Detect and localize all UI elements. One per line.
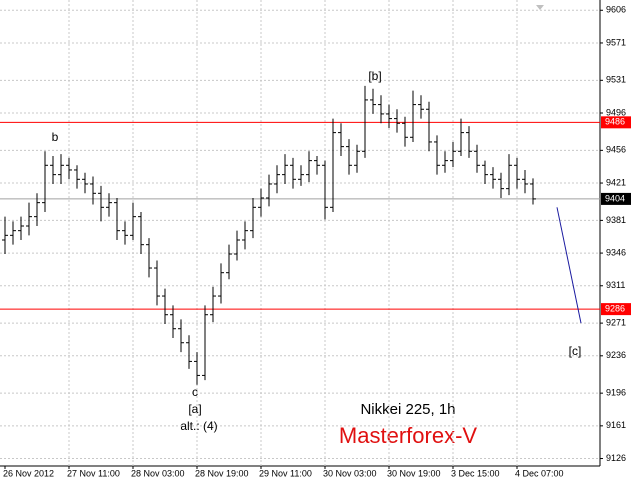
x-tick-label: 3 Dec 15:00 — [451, 468, 500, 478]
shift-marker — [536, 5, 544, 10]
y-tick-label: 9531 — [606, 75, 626, 85]
y-tick-label: 9126 — [606, 453, 626, 463]
annotation: alt.: (4) — [180, 419, 217, 433]
y-tick-label: 9346 — [606, 247, 626, 257]
y-tick-label: 9571 — [606, 37, 626, 47]
watermark: Masterforex-V — [339, 423, 477, 448]
x-tick-label: 26 Nov 2012 — [3, 468, 54, 478]
y-tick-label: 9311 — [606, 280, 625, 290]
y-tick-label: 9161 — [606, 420, 626, 430]
level-label: 9486 — [605, 117, 625, 127]
y-tick-label: 9606 — [606, 5, 626, 15]
annotation: c — [192, 385, 198, 399]
y-tick-label: 9381 — [606, 215, 626, 225]
projection-line — [556, 207, 582, 324]
y-tick-label: 9456 — [606, 145, 626, 155]
annotation: [c] — [569, 344, 582, 358]
chart-title: Nikkei 225, 1h — [360, 401, 455, 418]
level-label-box — [601, 192, 631, 205]
annotation: [b] — [368, 69, 381, 83]
x-tick-label: 28 Nov 19:00 — [195, 468, 249, 478]
y-tick-label: 9236 — [606, 350, 626, 360]
x-tick-label: 29 Nov 11:00 — [259, 468, 312, 478]
x-tick-label: 27 Nov 11:00 — [67, 468, 120, 478]
level-label-box — [601, 116, 631, 129]
x-tick-label: 4 Dec 07:00 — [515, 468, 564, 478]
x-tick-label: 30 Nov 19:00 — [387, 468, 441, 478]
annotation: b — [52, 130, 59, 144]
y-tick-label: 9271 — [606, 317, 626, 327]
x-tick-label: 30 Nov 03:00 — [323, 468, 377, 478]
y-tick-label: 9421 — [606, 177, 626, 187]
x-tick-label: 28 Nov 03:00 — [131, 468, 185, 478]
level-label: 9286 — [605, 303, 625, 313]
level-label: 9404 — [605, 193, 625, 203]
y-tick-label: 9496 — [606, 107, 626, 117]
y-tick-label: 9196 — [606, 388, 626, 398]
annotation: [a] — [188, 402, 201, 416]
level-label-box — [601, 303, 631, 316]
